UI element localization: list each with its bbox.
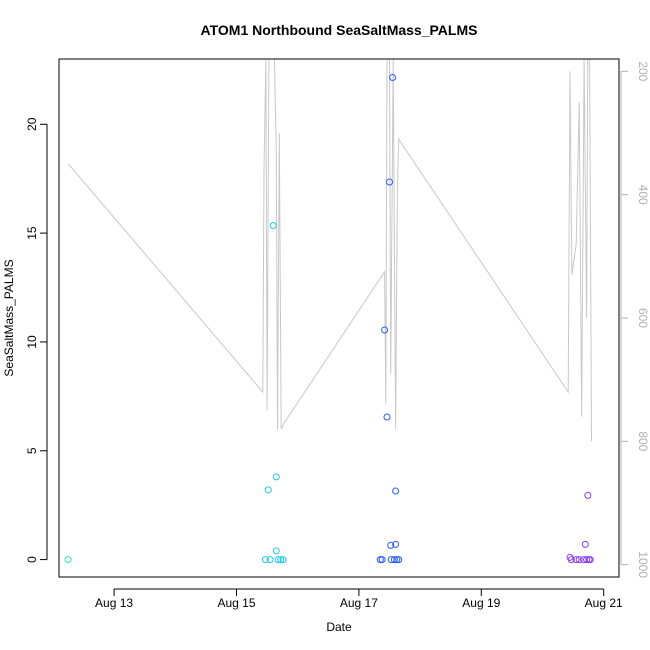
data-point (390, 556, 398, 564)
data-point (381, 326, 389, 334)
data-points-layer (64, 74, 594, 564)
x-tick-label: Aug 17 (340, 596, 378, 610)
y-tick-label: 0 (25, 556, 39, 563)
data-point (386, 178, 393, 186)
data-point (274, 556, 282, 564)
data-point (277, 556, 285, 564)
x-axis-label: Date (326, 620, 352, 634)
x-axis: Aug 13 Aug 15 Aug 17 Aug 19 Aug 21 (95, 588, 623, 610)
y-tick-label: 15 (25, 226, 39, 240)
plot-frame (58, 58, 620, 578)
data-point (264, 486, 272, 494)
secondary-y-axis: 200 400 600 800 1000 (620, 61, 650, 578)
chart-title: ATOM1 Northbound SeaSaltMass_PALMS (201, 22, 478, 38)
data-point (269, 222, 277, 229)
data-point (272, 473, 280, 481)
data-point (567, 556, 575, 564)
data-point (389, 74, 397, 81)
data-point (392, 487, 400, 495)
data-point (279, 556, 287, 564)
data-point (586, 556, 594, 564)
data-point (272, 547, 280, 555)
y-axis-label: SeaSaltMass_PALMS (2, 259, 16, 376)
x-tick-label: Aug 19 (462, 596, 500, 610)
data-point (575, 556, 583, 564)
data-point (378, 556, 386, 564)
data-point (266, 556, 274, 564)
y-axis: 0 5 10 15 20 (25, 117, 48, 563)
data-point (393, 556, 401, 564)
altitude-trace-line (67, 59, 592, 442)
x-tick-label: Aug 15 (217, 596, 255, 610)
altitude-trace-layer (67, 59, 592, 442)
data-point (395, 556, 403, 564)
data-point (572, 556, 580, 564)
right-tick-label: 400 (636, 185, 650, 205)
y-tick-label: 5 (25, 447, 39, 454)
right-tick-label: 200 (636, 61, 650, 81)
y-tick-label: 20 (25, 117, 39, 131)
data-point (581, 540, 589, 548)
x-tick-label: Aug 21 (585, 596, 623, 610)
right-tick-label: 1000 (636, 551, 650, 578)
data-point (261, 556, 269, 564)
right-tick-label: 800 (636, 431, 650, 451)
data-point (392, 540, 400, 548)
right-tick-label: 600 (636, 308, 650, 328)
data-point (64, 556, 72, 564)
data-point (387, 541, 395, 549)
data-point (383, 413, 391, 421)
data-point (583, 556, 591, 564)
x-tick-label: Aug 13 (95, 596, 133, 610)
y-tick-label: 10 (25, 335, 39, 349)
data-point (584, 491, 592, 499)
